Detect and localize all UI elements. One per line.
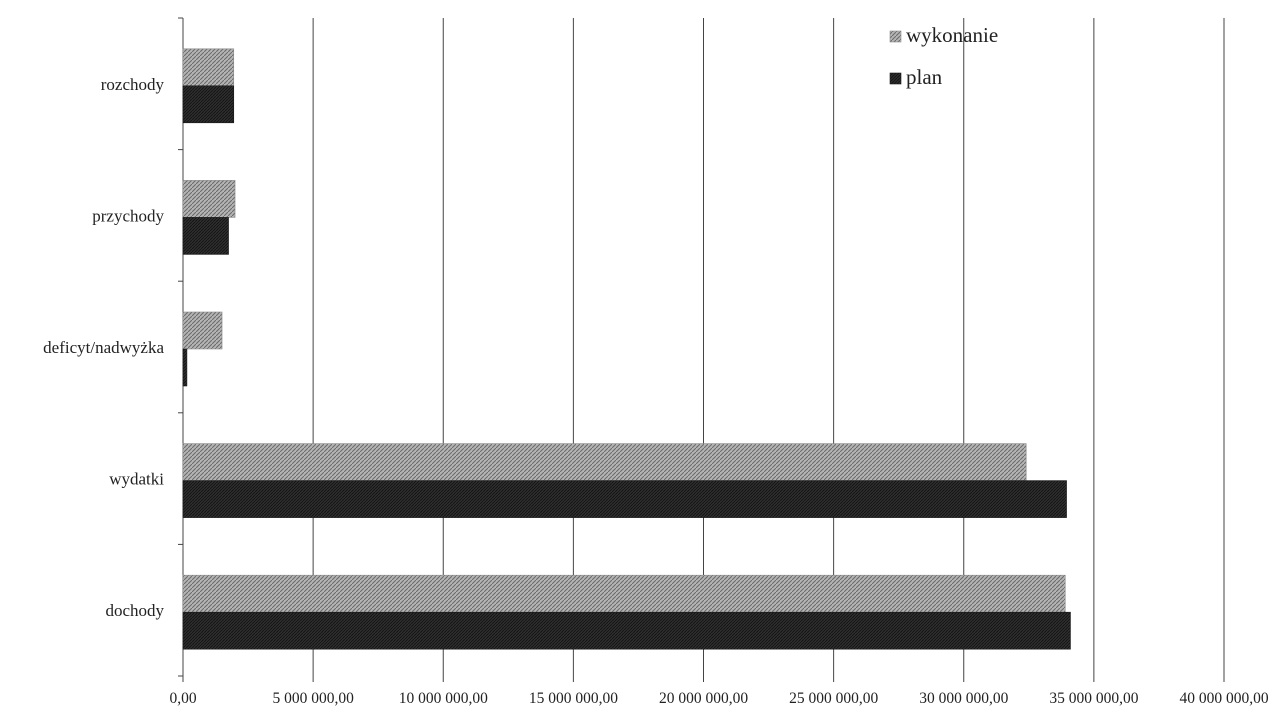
x-tick-label: 35 000 000,00	[1049, 690, 1138, 707]
bar-plan-rozchody	[182, 85, 235, 124]
x-tick-label: 20 000 000,00	[659, 690, 748, 707]
legend-swatch-plan	[889, 72, 902, 85]
x-tick-label: 40 000 000,00	[1179, 690, 1268, 707]
category-label: wydatki	[109, 470, 164, 489]
bar-wykonanie-wydatki	[182, 443, 1027, 481]
category-label: deficyt/nadwyżka	[43, 338, 164, 357]
x-tick-label: 30 000 000,00	[919, 690, 1008, 707]
x-tick-label: 15 000 000,00	[529, 690, 618, 707]
bar-plan-wydatki	[182, 480, 1067, 518]
legend-swatch-wykonanie	[889, 30, 902, 43]
bar-wykonanie-przychody	[182, 180, 236, 218]
x-tick-label: 10 000 000,00	[399, 690, 488, 707]
x-tick-label: 25 000 000,00	[789, 690, 878, 707]
bar-plan-dochody	[182, 611, 1071, 650]
category-label: przychody	[92, 206, 164, 225]
category-label: dochody	[105, 601, 164, 620]
x-tick-label: 5 000 000,00	[272, 690, 354, 707]
legend-label-plan: plan	[906, 65, 943, 89]
bar-wykonanie-rozchody	[182, 48, 235, 87]
legend-label-wykonanie: wykonanie	[906, 23, 998, 47]
bar-wykonanie-deficyt-nadwy-ka	[182, 311, 223, 350]
x-tick-label: 0,00	[169, 690, 196, 707]
bar-wykonanie-dochody	[182, 574, 1066, 613]
bar-plan-deficyt-nadwy-ka	[182, 348, 188, 387]
bar-plan-przychody	[182, 217, 229, 255]
category-label: rozchody	[101, 75, 165, 94]
